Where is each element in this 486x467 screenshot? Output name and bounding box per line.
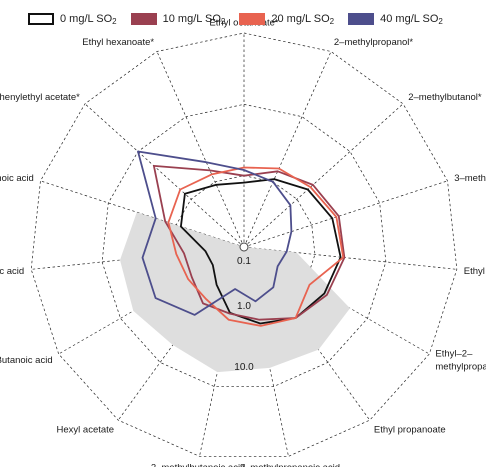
axis-label: 2–methylpropanol* xyxy=(334,37,414,48)
axis-labels: Ethyl octanoate*2–methylpropanol*2–methy… xyxy=(0,18,486,467)
radial-tick-labels: 0.1 1.0 10.0 xyxy=(234,256,254,373)
radial-tick-label: 0.1 xyxy=(237,256,251,267)
legend-label: 0 mg/L SO2 xyxy=(60,12,117,26)
legend-label: 10 mg/L SO2 xyxy=(162,12,226,26)
grid-ring xyxy=(101,103,387,387)
radial-tick-label: 10.0 xyxy=(234,362,254,373)
legend-swatch xyxy=(28,13,54,25)
grid-spoke xyxy=(40,180,245,248)
axis-label: Ethyl–2–methylpropanoate* xyxy=(435,349,486,373)
series-line-1 xyxy=(152,164,346,321)
legend-label: 20 mg/L SO2 xyxy=(271,12,335,26)
axis-label: 3–methylbutanol* xyxy=(454,173,486,184)
radial-tick-label: 1.0 xyxy=(237,301,251,312)
legend-item: 20 mg/L SO2 xyxy=(239,13,334,26)
grid-spoke xyxy=(243,103,404,248)
axis-label: Ethyl acetate* xyxy=(464,266,486,277)
legend-item: 0 mg/L SO2 xyxy=(28,13,117,26)
axis-label: 2–methylpropanoic acid xyxy=(240,463,340,467)
series-line-3 xyxy=(137,150,293,316)
grid-ring xyxy=(30,32,458,457)
axis-label: Ethyl hexanoate* xyxy=(82,37,154,48)
axis-label: 2–methylbutanoic acid xyxy=(151,463,246,467)
axis-label: Butanoic acid xyxy=(0,355,53,366)
axis-label: 2–methylbutanol* xyxy=(408,92,482,103)
grid-spoke xyxy=(156,51,245,248)
grid-spoke xyxy=(243,51,332,248)
legend-swatch xyxy=(348,13,375,25)
axis-label: Ethyl propanoate xyxy=(374,425,446,436)
radar-series xyxy=(120,150,350,373)
series-line-2 xyxy=(167,166,345,327)
axis-label: Octanoic acid xyxy=(0,173,34,184)
grid-spoke xyxy=(84,103,245,248)
legend-swatch xyxy=(239,13,266,25)
legend-label: 40 mg/L SO2 xyxy=(380,12,443,26)
legend-swatch xyxy=(130,13,157,25)
center-marker xyxy=(239,242,249,252)
legend: 0 mg/L SO2 10 mg/L SO2 20 mg/L SO2 40 mg/L … xyxy=(28,10,457,28)
legend-item: 40 mg/L SO2 xyxy=(348,13,443,26)
axis-label: Hexanoic acid xyxy=(0,266,24,277)
grid-spoke xyxy=(243,180,448,248)
background-area xyxy=(120,212,350,373)
series-line-0 xyxy=(179,178,342,325)
axis-label: 2–phenylethyl acetate* xyxy=(0,92,80,103)
axis-label: Hexyl acetate xyxy=(57,425,115,436)
legend-item: 10 mg/L SO2 xyxy=(130,12,226,26)
